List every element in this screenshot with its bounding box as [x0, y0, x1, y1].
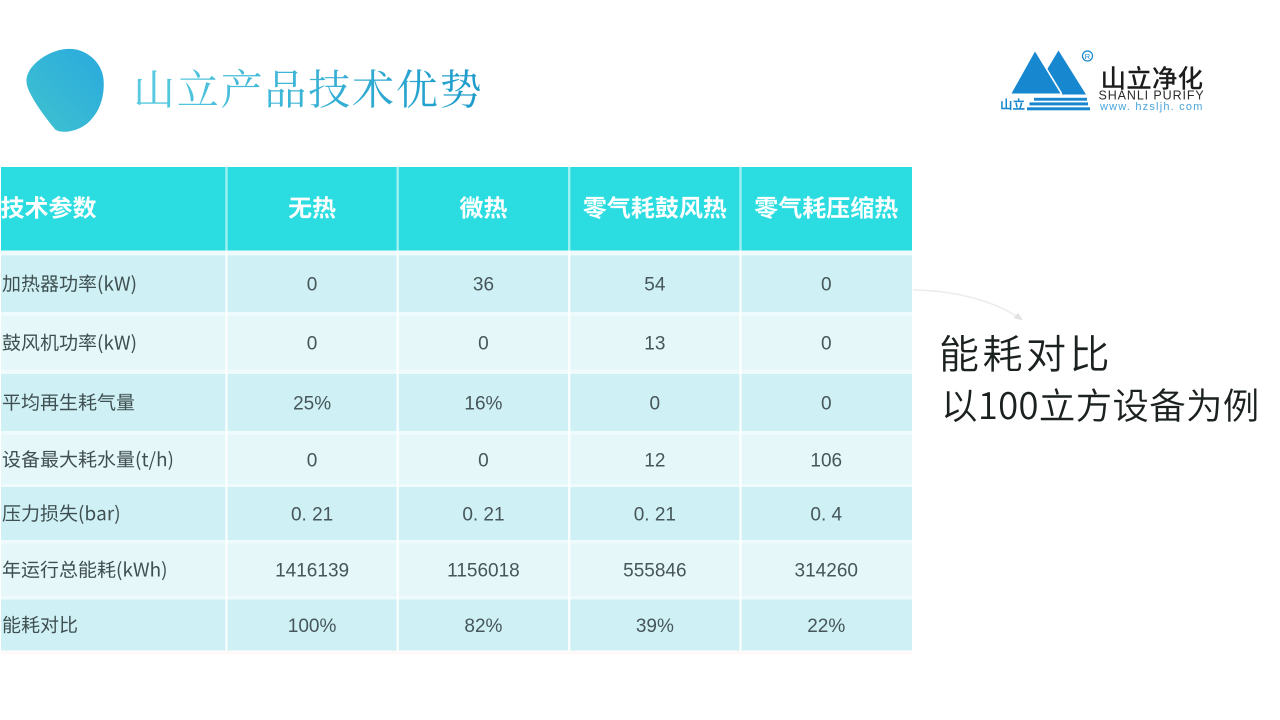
svg-text:12: 12 [644, 450, 665, 471]
svg-text:36: 36 [473, 275, 494, 296]
svg-text:555846: 555846 [623, 561, 686, 582]
svg-text:54: 54 [644, 275, 666, 296]
svg-text:25%: 25% [293, 393, 331, 414]
svg-text:1156018: 1156018 [447, 561, 520, 582]
svg-text:SHANLI PURIFY: SHANLI PURIFY [1099, 88, 1205, 102]
svg-text:16%: 16% [464, 393, 502, 414]
svg-text:0: 0 [478, 450, 489, 471]
svg-text:0. 21: 0. 21 [462, 504, 504, 525]
svg-text:100%: 100% [288, 616, 337, 637]
svg-text:0: 0 [307, 334, 318, 355]
svg-text:82%: 82% [464, 616, 502, 637]
svg-text:22%: 22% [807, 616, 845, 637]
svg-text:0: 0 [821, 275, 832, 296]
svg-text:0. 21: 0. 21 [634, 504, 676, 525]
svg-text:0: 0 [821, 334, 832, 355]
svg-text:106: 106 [810, 450, 842, 471]
svg-text:0. 4: 0. 4 [810, 504, 842, 525]
svg-text:13: 13 [644, 334, 665, 355]
svg-text:0: 0 [650, 393, 661, 414]
svg-text:0: 0 [307, 450, 318, 471]
svg-text:R: R [1085, 52, 1091, 61]
svg-text:0: 0 [307, 275, 318, 296]
svg-text:314260: 314260 [795, 561, 858, 582]
svg-text:0: 0 [478, 334, 489, 355]
svg-text:39%: 39% [636, 616, 674, 637]
svg-text:www. hzsljh. com: www. hzsljh. com [1099, 101, 1204, 113]
svg-text:0. 21: 0. 21 [291, 504, 333, 525]
svg-text:0: 0 [821, 393, 832, 414]
svg-text:1416139: 1416139 [275, 561, 349, 582]
